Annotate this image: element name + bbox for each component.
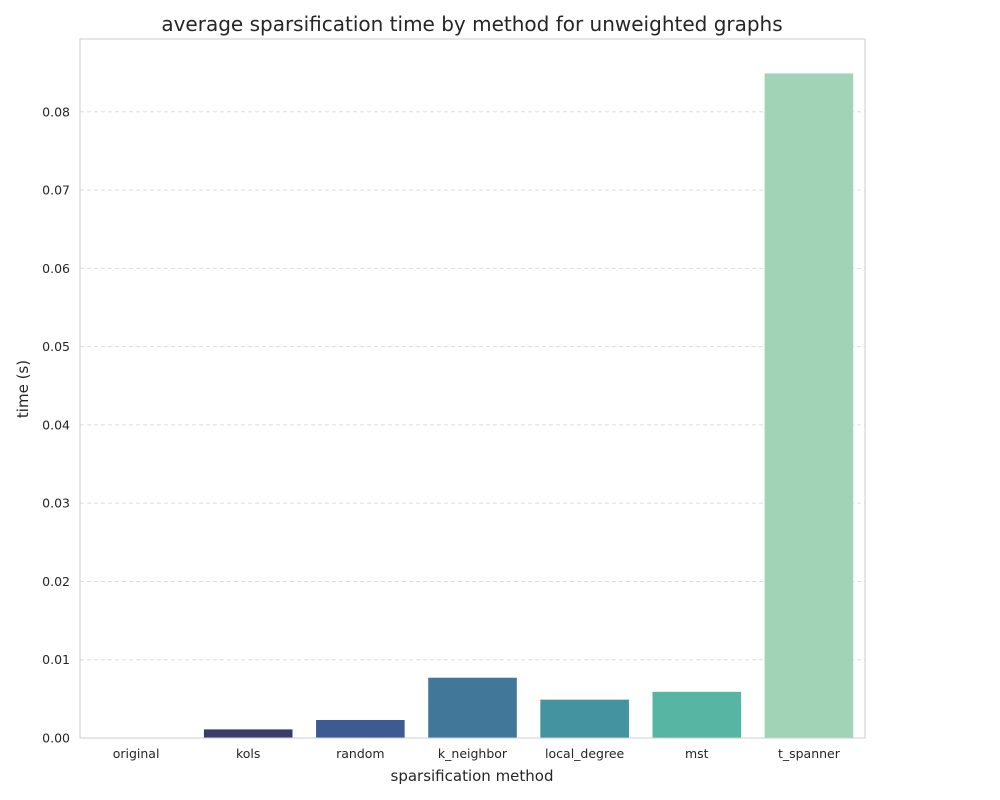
y-tick-label: 0.08	[42, 104, 70, 119]
bar-k-neighbor	[428, 677, 517, 738]
y-tick-label: 0.07	[42, 183, 70, 198]
bar-t-spanner	[764, 73, 854, 738]
grid-lines	[80, 111, 865, 661]
bar-local-degree	[540, 699, 629, 738]
y-tick-labels: 0.00 0.01 0.02 0.03 0.04 0.05 0.06 0.07 0.08	[42, 104, 70, 745]
y-axis-label: time (s)	[14, 360, 32, 418]
x-tick-label: original	[113, 746, 160, 761]
plot-frame	[79, 38, 866, 739]
x-tick-label: random	[336, 746, 384, 761]
bar-mst	[652, 691, 742, 738]
y-tick-label: 0.01	[42, 652, 70, 667]
y-tick-label: 0.05	[42, 339, 70, 354]
y-tick-label: 0.04	[42, 417, 70, 432]
bar-random	[316, 719, 405, 738]
x-tick-label: t_spanner	[778, 746, 841, 761]
x-tick-label: local_degree	[545, 746, 624, 761]
y-tick-label: 0.00	[42, 731, 70, 746]
x-tick-label: mst	[685, 746, 709, 761]
x-tick-labels: original kols random k_neighbor local_degree…	[113, 746, 841, 761]
x-tick-label: k_neighbor	[438, 746, 508, 761]
x-axis-label: sparsification method	[391, 767, 554, 785]
y-tick-label: 0.06	[42, 261, 70, 276]
chart-title: average sparsification time by method fo…	[161, 12, 782, 36]
bar-kols	[203, 729, 293, 738]
y-tick-label: 0.03	[42, 496, 70, 511]
x-tick-label: kols	[236, 746, 260, 761]
y-tick-label: 0.02	[42, 574, 70, 589]
bars	[203, 73, 854, 738]
